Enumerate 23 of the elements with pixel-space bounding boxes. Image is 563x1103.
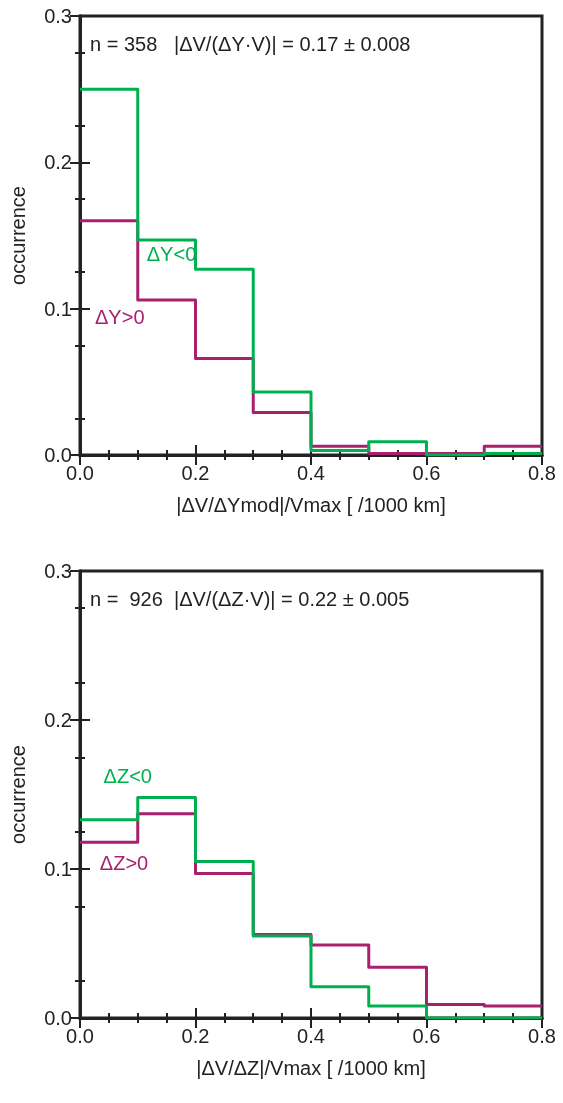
x-tick-label: 0.6 [412, 1025, 441, 1047]
x-tick-label: 0.8 [528, 1025, 556, 1047]
y-tick-label: 0.2 [44, 151, 72, 174]
x-tick-label: 0.2 [181, 462, 210, 484]
x-tick-label: 0.8 [528, 462, 556, 484]
x-tick-label: 0.4 [297, 462, 325, 484]
x-tick-label: 0.4 [297, 1025, 325, 1047]
series-label: ΔY>0 [94, 305, 145, 328]
y-axis-title: occurrence [7, 745, 29, 844]
x-axis-title: |ΔV/ΔZ|/Vmax [ /1000 km] [196, 1057, 426, 1079]
y-axis-title: occurrence [7, 186, 29, 285]
y-tick-label: 0.1 [44, 297, 72, 320]
x-tick-label: 0.6 [412, 462, 441, 484]
y-tick-label: 0.1 [44, 858, 72, 880]
annotation: n = 358 |ΔV/(ΔY·V)| = 0.17 ± 0.008 [90, 33, 411, 55]
y-tick-label: 0.3 [44, 5, 72, 27]
y-tick-label: 0.3 [44, 560, 72, 582]
annotation: n = 926 |ΔV/(ΔZ·V)| = 0.22 ± 0.005 [90, 588, 410, 610]
series-label: ΔZ<0 [103, 765, 152, 788]
y-tick-label: 0.2 [44, 709, 72, 731]
series-label: ΔZ>0 [99, 852, 149, 875]
x-axis-title: |ΔV/ΔYmod|/Vmax [ /1000 km] [176, 494, 446, 516]
x-tick-label: 0.2 [181, 1025, 210, 1047]
